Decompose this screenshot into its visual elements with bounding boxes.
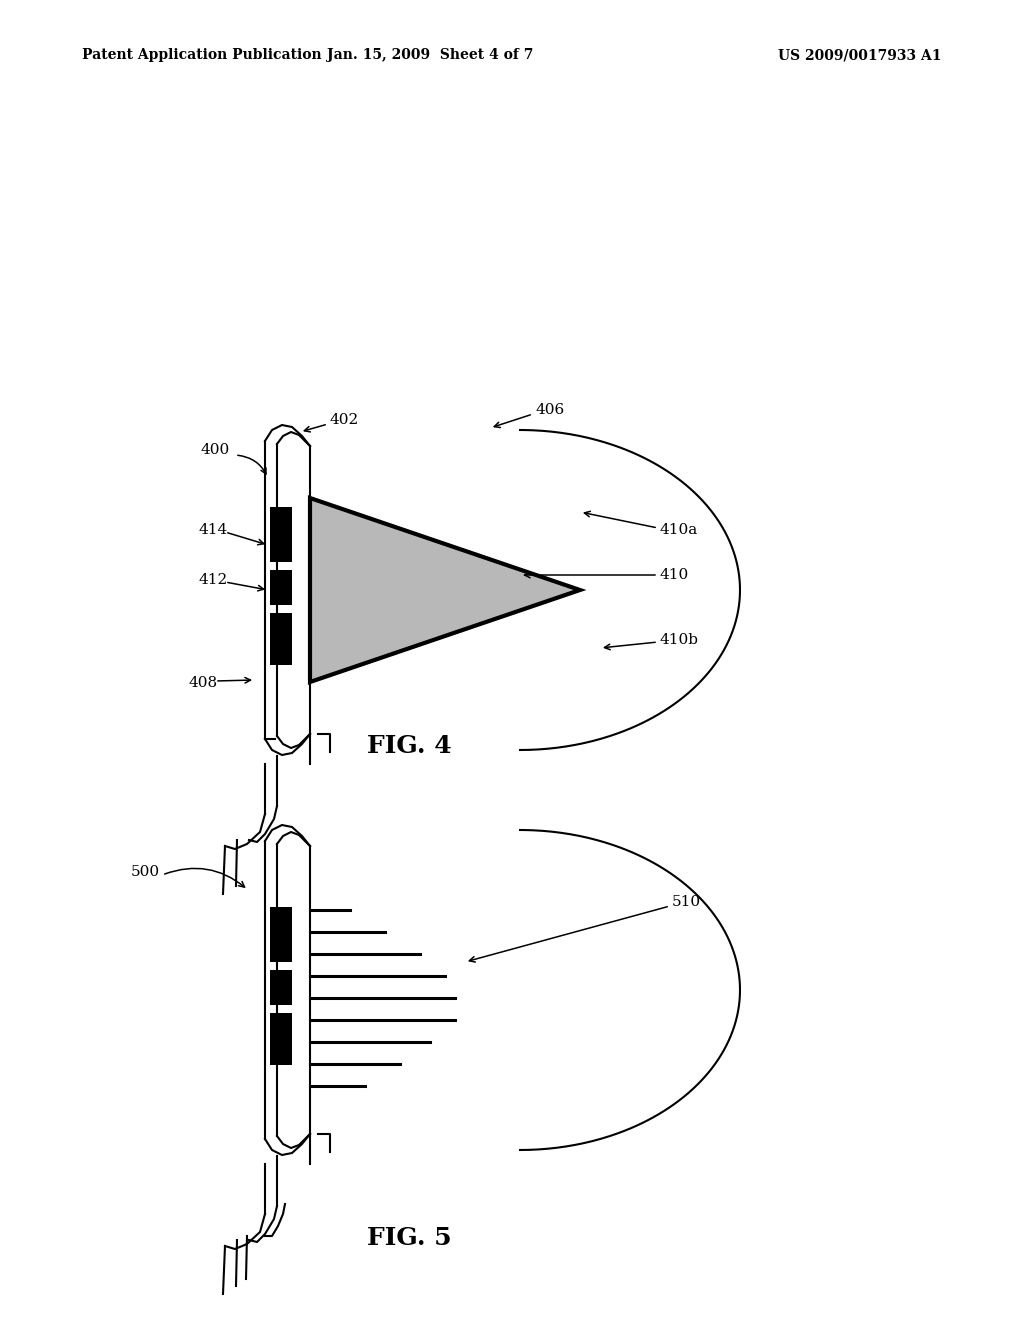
Text: 412: 412 [199, 573, 228, 587]
Bar [270, 570, 292, 605]
Polygon shape [310, 498, 580, 682]
Text: 410a: 410a [660, 523, 698, 537]
Bar [270, 507, 292, 562]
Bar [270, 907, 292, 962]
Text: 400: 400 [201, 444, 230, 457]
Text: 402: 402 [330, 413, 359, 426]
Bar [270, 970, 292, 1005]
Text: US 2009/0017933 A1: US 2009/0017933 A1 [778, 49, 942, 62]
Text: FIG. 5: FIG. 5 [368, 1226, 452, 1250]
Text: 406: 406 [535, 403, 564, 417]
Bar [270, 612, 292, 665]
Text: Jan. 15, 2009  Sheet 4 of 7: Jan. 15, 2009 Sheet 4 of 7 [327, 49, 534, 62]
Text: 408: 408 [188, 676, 218, 690]
Text: 414: 414 [199, 523, 228, 537]
Text: 510: 510 [672, 895, 701, 909]
Text: FIG. 4: FIG. 4 [368, 734, 452, 758]
Bar [270, 1012, 292, 1065]
Text: Patent Application Publication: Patent Application Publication [82, 49, 322, 62]
Text: 500: 500 [131, 865, 160, 879]
Text: 410: 410 [660, 568, 689, 582]
Text: 410b: 410b [660, 634, 699, 647]
